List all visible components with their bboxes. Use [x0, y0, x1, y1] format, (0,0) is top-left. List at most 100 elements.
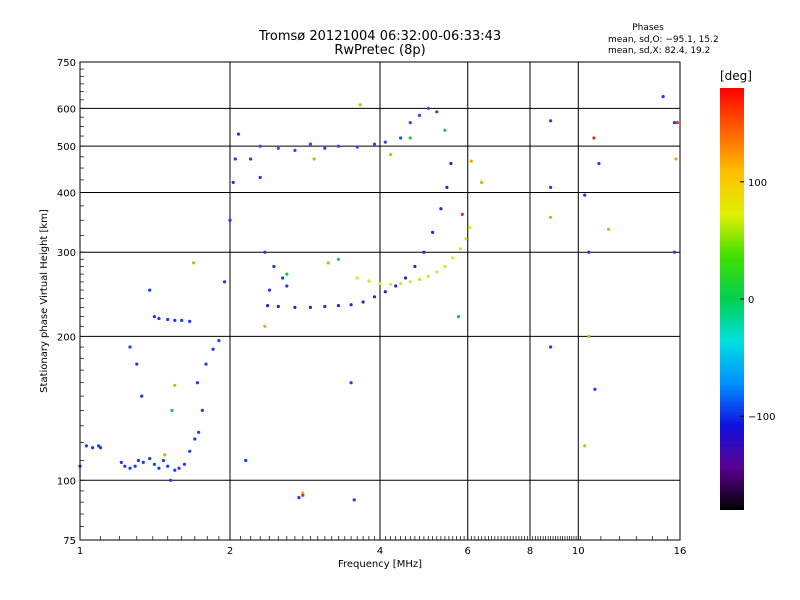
data-point: [399, 281, 403, 286]
data-point: [263, 250, 267, 254]
phases-o-stats: mean, sd,O: −95.1, 15.2: [608, 35, 719, 45]
data-point: [378, 281, 382, 286]
data-point: [308, 305, 312, 309]
data-point: [606, 227, 611, 231]
series-F-region-X-trace: [355, 225, 472, 286]
y-tick-label: 500: [57, 142, 76, 153]
data-point: [228, 218, 232, 222]
series-low-altitude-echoes: [78, 408, 204, 482]
data-point: [293, 305, 297, 309]
data-point: [326, 261, 330, 265]
data-point: [285, 272, 289, 276]
data-point: [358, 103, 362, 107]
data-point: [458, 247, 462, 251]
data-point: [211, 347, 215, 351]
series-red-phase-echoes: [301, 121, 679, 497]
y-tick-label: 300: [57, 248, 76, 259]
data-point: [91, 446, 95, 450]
data-point: [355, 276, 359, 280]
y-axis-ticks: 75 100 200 300 400 500 600 750: [57, 58, 84, 547]
data-point: [592, 136, 596, 140]
series-other-phase-echoes: [163, 103, 678, 495]
data-points: [78, 95, 679, 502]
data-point: [263, 324, 267, 328]
x-tick-label: 4: [377, 546, 383, 557]
data-point: [128, 466, 132, 470]
data-point: [587, 250, 591, 254]
phases-x-stats: mean, sd,X: 82.4, 19.2: [608, 46, 710, 56]
data-point: [157, 316, 161, 321]
data-point: [195, 381, 199, 385]
data-point: [222, 280, 227, 284]
data-point: [417, 277, 422, 282]
data-point: [583, 444, 587, 448]
data-point: [323, 304, 327, 309]
data-point: [133, 464, 137, 468]
data-point: [372, 142, 377, 146]
data-point: [173, 383, 177, 387]
chart-title: Tromsø 20121004 06:32:00-06:33:43: [258, 29, 501, 44]
y-tick-label: 400: [57, 188, 76, 199]
data-point: [426, 106, 430, 110]
data-point: [293, 148, 297, 152]
data-point: [445, 185, 449, 189]
data-point: [193, 437, 197, 441]
data-point: [200, 408, 204, 412]
x-axis-ticks: 1 2 4 6 8 10 16: [77, 536, 686, 557]
data-point: [408, 136, 412, 140]
data-point: [301, 493, 305, 497]
data-point: [267, 288, 272, 292]
data-point: [152, 315, 156, 319]
data-point: [349, 303, 353, 307]
data-point: [661, 95, 665, 99]
data-point: [173, 318, 177, 322]
data-point: [672, 250, 677, 254]
data-point: [308, 142, 312, 146]
data-point: [417, 113, 422, 117]
data-point: [170, 408, 174, 412]
data-point: [549, 345, 553, 349]
data-point: [464, 237, 468, 241]
data-point: [192, 261, 196, 265]
data-point: [236, 132, 241, 136]
data-point: [166, 317, 170, 322]
data-point: [355, 145, 359, 149]
data-point: [188, 319, 192, 323]
data-point: [152, 462, 156, 466]
data-point: [188, 449, 192, 453]
data-point: [394, 284, 398, 288]
series-F-region-O-trace: [266, 161, 453, 309]
data-point: [281, 276, 285, 280]
data-point: [389, 282, 393, 286]
data-point: [233, 157, 237, 161]
data-point: [549, 185, 553, 189]
data-point: [140, 394, 144, 398]
data-point: [597, 161, 601, 166]
data-point: [469, 159, 473, 163]
data-point: [389, 153, 393, 157]
x-tick-label: 8: [527, 546, 533, 557]
data-point: [408, 280, 412, 284]
data-point: [163, 453, 167, 457]
data-point: [336, 257, 340, 261]
colorbar-tick-label: 100: [748, 178, 767, 189]
x-tick-label: 10: [572, 546, 585, 557]
series-green-phase-echoes: [170, 128, 461, 412]
grid: [80, 62, 680, 540]
data-point: [244, 458, 248, 463]
data-point: [141, 460, 145, 464]
data-point: [349, 381, 353, 385]
data-point: [361, 300, 365, 304]
data-point: [383, 290, 387, 294]
data-point: [258, 175, 262, 180]
data-point: [258, 144, 262, 148]
data-point: [422, 250, 426, 254]
data-point: [413, 264, 417, 269]
data-point: [431, 230, 435, 234]
data-point: [99, 446, 103, 450]
data-point: [549, 215, 553, 219]
x-tick-label: 1: [77, 546, 83, 557]
data-point: [583, 193, 587, 197]
data-point: [197, 430, 201, 434]
